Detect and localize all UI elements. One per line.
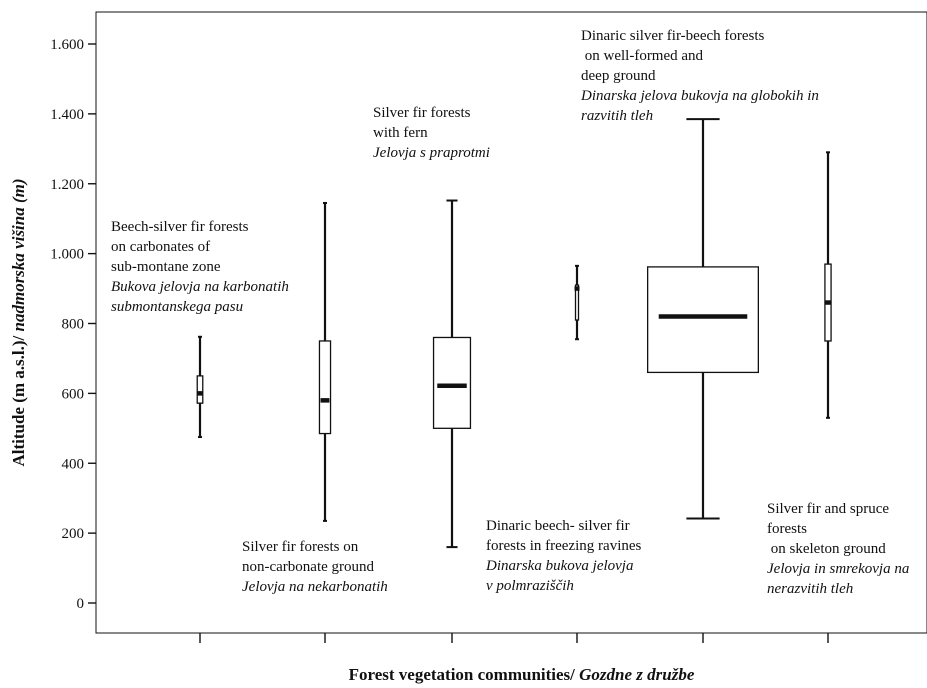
iqr-box	[647, 266, 760, 374]
y-tick-label: 1.200	[50, 177, 84, 193]
y-axis-title: Altitude (m a.s.l.)/ nadmorska višina (m…	[9, 178, 28, 466]
y-tick-label: 400	[62, 456, 85, 472]
annotations: Beech-silver fir forests on carbonates of…	[111, 28, 909, 597]
box-6	[824, 151, 832, 419]
y-tick-label: 200	[62, 526, 85, 542]
y-tick-label: 600	[62, 386, 85, 402]
y-tick-label: 800	[62, 317, 85, 333]
plot-frame	[95, 11, 927, 634]
boxes	[196, 118, 832, 549]
y-tick-label: 1.600	[50, 37, 84, 53]
annotation-2: Silver fir forests on non-carbonate groun…	[242, 539, 388, 595]
box-4	[574, 264, 580, 341]
iqr-box	[318, 340, 332, 435]
annotation-5: Dinaric silver fir-beech forests on well…	[580, 28, 819, 124]
x-axis-title: Forest vegetation communities/ Gozdne z …	[349, 665, 695, 684]
annotation-6: Silver fir and spruce forests on skeleton…	[767, 501, 909, 597]
annotation-1: Beech-silver fir forests on carbonates of…	[111, 219, 289, 315]
box-2	[318, 201, 332, 522]
iqr-box	[574, 284, 580, 321]
annotation-3: Silver fir forests with fern Jelovja s pra…	[373, 105, 490, 161]
iqr-box	[432, 336, 472, 429]
y-tick-label: 1.000	[50, 247, 84, 263]
annotation-4: Dinaric beech- silver fir forests in free…	[485, 518, 642, 594]
box-5	[647, 118, 760, 520]
box-1	[196, 335, 204, 439]
iqr-box	[196, 375, 204, 404]
y-tick-label: 1.400	[50, 107, 84, 123]
box-3	[432, 199, 472, 549]
axes: 0 200 400 600 800 1.000 1.200 1.400 1.600	[50, 11, 927, 643]
y-tick-label: 0	[77, 596, 85, 612]
